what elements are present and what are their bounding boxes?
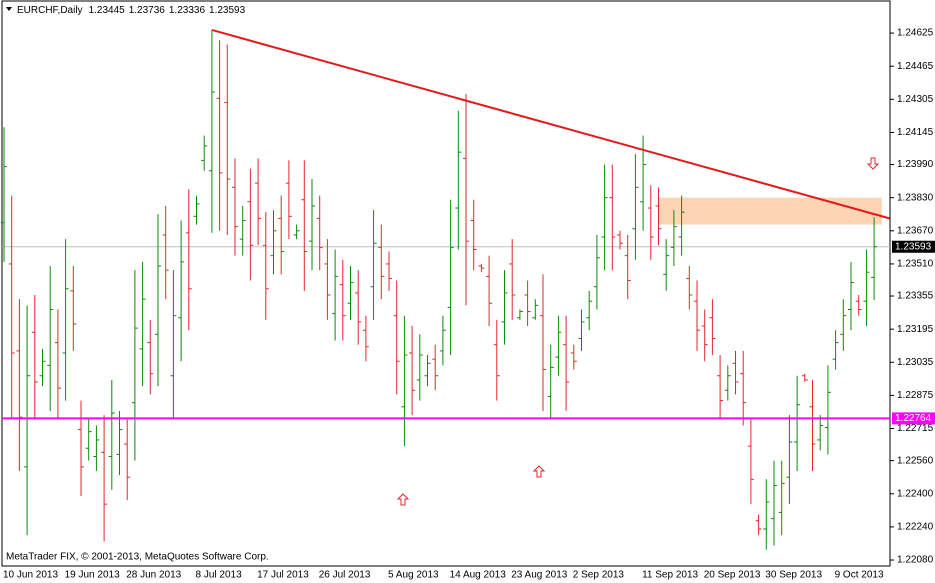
level-price-box <box>892 412 935 425</box>
y-tick-label: 1.23355 <box>897 291 934 302</box>
y-tick-label: 1.23510 <box>897 259 934 270</box>
up-arrow-marker <box>396 493 410 506</box>
header-low: 1.23336 <box>169 5 206 16</box>
current-price-label: 1.23593 <box>895 241 932 252</box>
symbol-title: EURCHF,Daily <box>17 5 83 16</box>
x-tick-label: 23 Aug 2013 <box>511 570 568 581</box>
background-layer <box>2 197 890 248</box>
current-price-box <box>892 240 935 253</box>
y-tick-label: 1.23670 <box>897 225 934 236</box>
header-high: 1.23736 <box>129 5 166 16</box>
y-tick-label: 1.22240 <box>897 522 934 533</box>
y-tick-label: 1.22560 <box>897 455 934 466</box>
y-tick-label: 1.22400 <box>897 488 934 499</box>
y-tick-label: 1.22080 <box>897 555 934 566</box>
chart-header: EURCHF,Daily 1.23445 1.23736 1.23336 1.23593 <box>17 5 246 16</box>
y-tick-label: 1.22715 <box>897 423 934 434</box>
x-tick-label: 30 Sep 2013 <box>765 570 822 581</box>
x-tick-label: 17 Jul 2013 <box>257 570 309 581</box>
x-tick-label: 8 Jul 2013 <box>196 570 243 581</box>
menu-triangle[interactable] <box>6 7 12 11</box>
x-tick-label: 19 Jun 2013 <box>65 570 120 581</box>
y-tick-label: 1.24305 <box>897 94 934 105</box>
y-tick-label: 1.23195 <box>897 324 934 335</box>
x-tick-label: 28 Jun 2013 <box>126 570 181 581</box>
bars-layer <box>1 29 878 550</box>
x-tick-label: 20 Sep 2013 <box>704 570 761 581</box>
x-tick-label: 14 Aug 2013 <box>450 570 507 581</box>
header-close: 1.23593 <box>209 5 246 16</box>
y-tick-label: 1.23990 <box>897 159 934 170</box>
up-arrow-marker <box>532 465 546 478</box>
x-tick-label: 26 Jul 2013 <box>319 570 371 581</box>
y-tick-label: 1.23830 <box>897 192 934 203</box>
copyright: MetaTrader FIX, © 2001-2013, MetaQuotes … <box>6 552 269 563</box>
y-tick-label: 1.24625 <box>897 28 934 39</box>
x-tick-label: 2 Sep 2013 <box>573 570 625 581</box>
overlay-layer: 1.24625 1.24465 1.24305 1.24145 1.23990 1.238… <box>2 28 935 581</box>
x-tick-label: 9 Oct 2013 <box>835 570 884 581</box>
header-open: 1.23445 <box>89 5 126 16</box>
y-tick-label: 1.24465 <box>897 61 934 72</box>
price-zone <box>658 197 882 225</box>
down-arrow-marker <box>866 157 880 170</box>
y-tick-label: 1.24145 <box>897 127 934 138</box>
y-tick-label: 1.22875 <box>897 390 934 401</box>
level-price-label: 1.22764 <box>895 413 932 424</box>
x-tick-label: 5 Aug 2013 <box>388 570 439 581</box>
trendline <box>211 28 890 220</box>
y-tick-label: 1.23035 <box>897 357 934 368</box>
x-tick-label: 11 Sep 2013 <box>642 570 698 581</box>
x-tick-label: 10 Jun 2013 <box>3 570 58 581</box>
